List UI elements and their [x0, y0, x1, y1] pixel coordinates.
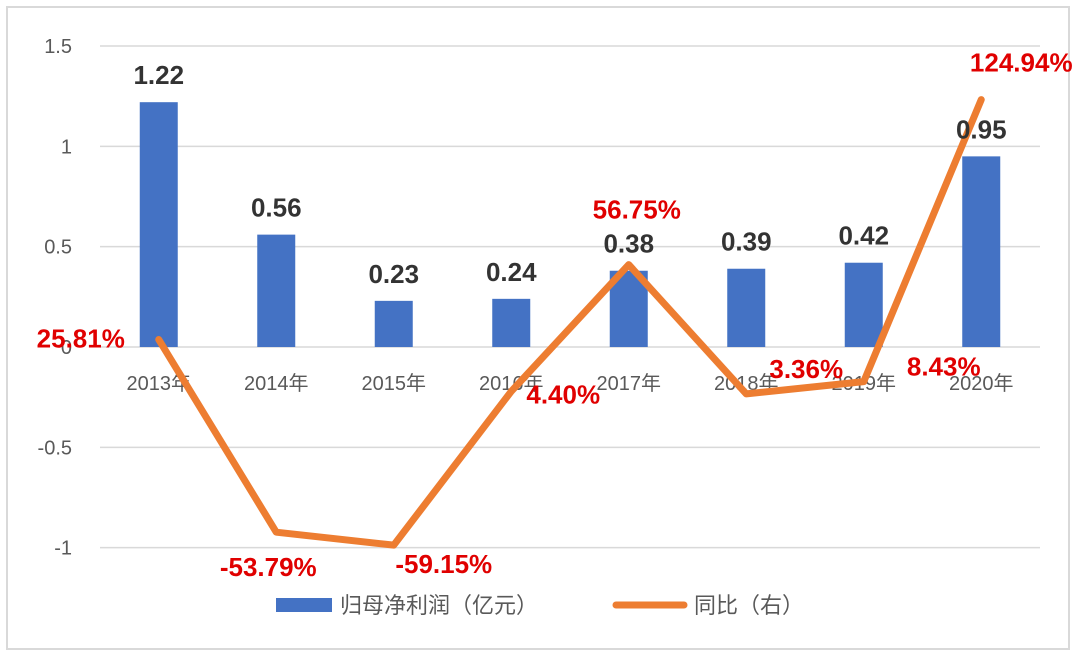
bar: [962, 156, 1001, 347]
line-value-label: 25.81%: [37, 324, 125, 354]
x-tick-label: 2014年: [244, 372, 309, 395]
y-tick-label: -0.5: [38, 437, 72, 459]
line-path: [155, 96, 985, 549]
y-tick-label: 1: [61, 136, 72, 158]
line-value-label: 3.36%: [769, 354, 843, 384]
bar-value-label: 0.38: [603, 229, 654, 259]
bar: [374, 300, 413, 347]
gridlines: [100, 45, 1040, 549]
chart-frame: [6, 6, 1070, 650]
y-axis-ticks: 1.5 1 0.5 0 -0.5 -1: [38, 36, 72, 560]
line-value-label: -59.15%: [395, 549, 492, 579]
bar-value-label: 0.24: [486, 257, 537, 287]
legend-bar-label: 归母净利润（亿元）: [340, 594, 538, 619]
legend-bar-swatch: [276, 598, 332, 612]
line-series: [155, 96, 985, 549]
line-value-label: 56.75%: [593, 195, 681, 225]
line-value-label: 4.40%: [526, 379, 600, 409]
bar: [139, 102, 178, 347]
y-tick-label: -1: [54, 538, 72, 560]
bar-value-label: 0.56: [251, 193, 302, 223]
y-tick-label: 1.5: [44, 36, 72, 58]
bar-value-label: 0.39: [721, 227, 772, 257]
legend-line-label: 同比（右）: [694, 594, 804, 619]
line-data-labels: 25.81% -53.79% -59.15% 4.40% 56.75% 3.36% 8.43…: [37, 48, 1073, 583]
line-value-label: 8.43%: [907, 352, 981, 382]
line-value-label: -53.79%: [220, 552, 317, 582]
legend: 归母净利润（亿元） 同比（右）: [276, 594, 804, 619]
x-tick-label: 2015年: [362, 372, 427, 395]
bar: [727, 268, 766, 347]
line-value-label: 124.94%: [970, 48, 1073, 78]
bar-data-labels: 1.22 0.56 0.23 0.24 0.38 0.39 0.42 0.95: [133, 60, 1006, 289]
bar: [492, 298, 531, 347]
x-tick-label: 2013年: [127, 372, 192, 395]
bar-value-label: 1.22: [133, 60, 184, 90]
bar-value-label: 0.42: [838, 221, 889, 251]
bar-value-label: 0.95: [956, 114, 1007, 144]
x-tick-label: 2020年: [949, 372, 1014, 395]
y-tick-label: 0: [61, 337, 72, 359]
bar: [844, 262, 883, 347]
bar: [257, 234, 296, 347]
bar-value-label: 0.23: [368, 259, 419, 289]
y-tick-label: 0.5: [44, 237, 72, 259]
x-tick-label: 2017年: [597, 372, 662, 395]
